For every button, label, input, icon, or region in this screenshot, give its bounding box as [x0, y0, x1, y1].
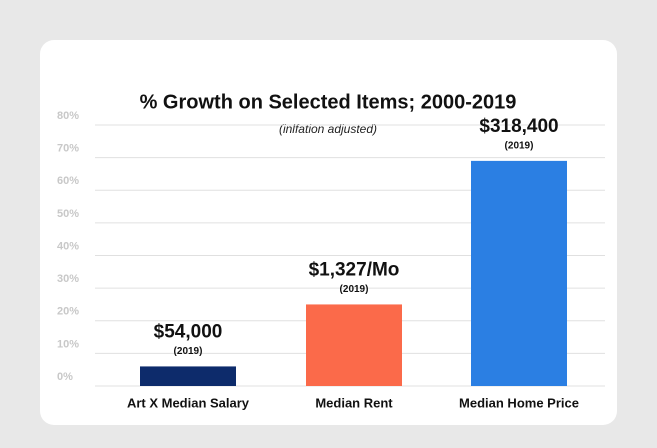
- bar-annotation: $318,400: [479, 116, 558, 137]
- bar-annotation: $1,327/Mo: [309, 259, 400, 280]
- y-tick-label: 60%: [57, 175, 79, 187]
- bar-annotation-note: (2019): [340, 284, 369, 295]
- bar-annotation: $54,000: [154, 321, 223, 342]
- bar: [306, 304, 402, 386]
- bar: [471, 160, 567, 386]
- chart-title: % Growth on Selected Items; 2000-2019: [140, 91, 517, 113]
- bar: [140, 366, 236, 386]
- bar-annotation-note: (2019): [505, 141, 534, 152]
- y-tick-label: 30%: [57, 273, 79, 285]
- y-tick-label: 20%: [57, 306, 79, 318]
- x-tick-label: Median Home Price: [459, 395, 579, 410]
- chart-subtitle: (inlfation adjusted): [279, 122, 377, 136]
- x-tick-label: Median Rent: [315, 395, 393, 410]
- y-tick-label: 70%: [57, 143, 79, 155]
- y-tick-label: 10%: [57, 338, 79, 350]
- bar-annotation-note: (2019): [174, 346, 203, 357]
- y-tick-label: 0%: [57, 371, 73, 383]
- y-tick-label: 50%: [57, 208, 79, 220]
- y-tick-label: 40%: [57, 240, 79, 252]
- y-tick-label: 80%: [57, 110, 79, 122]
- x-tick-label: Art X Median Salary: [127, 395, 250, 410]
